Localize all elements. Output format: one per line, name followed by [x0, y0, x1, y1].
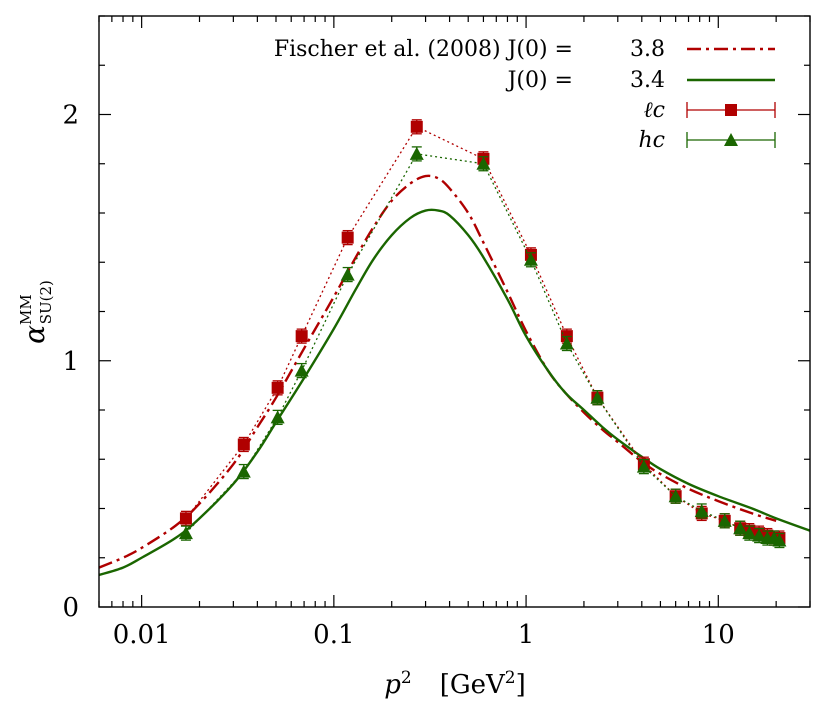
- data-point-triangle: [340, 267, 355, 281]
- data-point-triangle: [772, 533, 787, 547]
- data-point-triangle: [178, 526, 193, 540]
- data-point-triangle: [294, 363, 309, 377]
- x-tick-label: 1: [518, 620, 535, 650]
- axis-labels: p2 [GeV2] αMM SU(2): [17, 280, 526, 700]
- data-point-triangle: [668, 489, 683, 503]
- data-point-square: [271, 381, 284, 394]
- legend-marker-square: [725, 104, 737, 116]
- series-line-3: [185, 153, 780, 542]
- data-point-square: [341, 231, 354, 244]
- x-tick-label: 0.1: [313, 620, 354, 650]
- series-layer: [99, 119, 810, 577]
- legend-label-0: Fischer et al. (2008) J(0) =: [274, 37, 573, 62]
- y-axis-title-text: αMM SU(2): [17, 280, 55, 344]
- data-point-triangle: [694, 503, 709, 517]
- legend-marker-triangle: [724, 133, 738, 146]
- x-tick-label: 0.01: [113, 620, 171, 650]
- data-point-triangle: [590, 390, 605, 404]
- data-point-square: [410, 120, 423, 133]
- data-point-square: [179, 512, 192, 525]
- legend-value-0: 3.8: [630, 37, 665, 62]
- data-point-triangle: [742, 526, 757, 540]
- data-point-triangle: [409, 146, 424, 160]
- data-point-triangle: [523, 252, 538, 266]
- legend-label-2: ℓc: [644, 98, 665, 123]
- data-point-triangle: [270, 410, 285, 424]
- legend-value-1: 3.4: [630, 68, 665, 93]
- data-point-triangle: [236, 464, 251, 478]
- y-tick-label: 1: [62, 347, 79, 377]
- data-point-square: [237, 438, 250, 451]
- data-point-triangle: [733, 521, 748, 535]
- legend: Fischer et al. (2008) J(0) = 3.8 J(0) = 3.4…: [274, 37, 776, 153]
- data-point-triangle: [717, 513, 732, 527]
- x-axis-title: p2 [GeV2]: [384, 668, 526, 700]
- series-line-2: [185, 125, 780, 539]
- data-point-square: [295, 330, 308, 343]
- data-point-triangle: [636, 459, 651, 473]
- data-point-triangle: [752, 528, 767, 542]
- series-line-0: [99, 174, 777, 569]
- y-tick-label: 0: [62, 593, 79, 623]
- y-axis-title: αMM SU(2): [17, 280, 55, 344]
- ticks-layer: 0.01 0.1 1 10 0 1 2: [62, 15, 811, 650]
- legend-label-3: hc: [639, 128, 666, 153]
- data-point-triangle: [476, 156, 491, 170]
- y-tick-label: 2: [62, 101, 79, 131]
- data-point-triangle: [559, 336, 574, 350]
- x-tick-label: 10: [702, 620, 735, 650]
- legend-label-1: J(0) =: [506, 68, 573, 93]
